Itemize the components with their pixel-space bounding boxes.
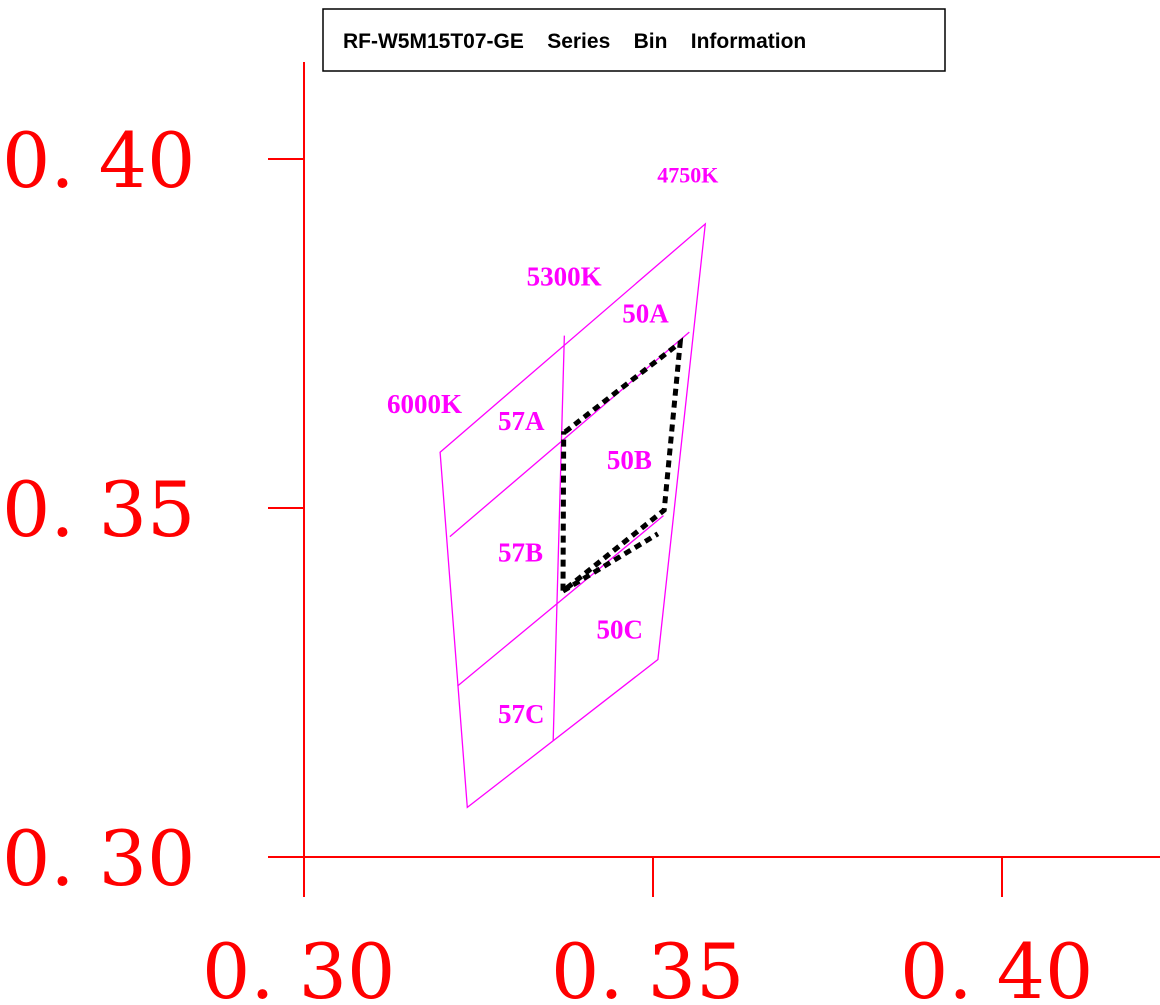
bin-label-50b: 50B bbox=[607, 445, 652, 475]
cct-label-5300k: 5300K bbox=[527, 261, 602, 291]
axes bbox=[268, 62, 1160, 897]
bin-label-57c: 57C bbox=[498, 699, 545, 729]
title-box: RF-W5M15T07-GE Series Bin Information bbox=[322, 8, 946, 72]
tick-labels: 0. 30 0. 35 0. 40 0. 30 0. 35 0. 40 bbox=[2, 116, 1093, 1005]
bin-outline bbox=[439, 222, 707, 809]
x-tick-label: 0. 40 bbox=[900, 927, 1093, 1005]
bin-grid bbox=[439, 222, 707, 809]
bin-divider-line bbox=[457, 515, 664, 687]
y-tick-label: 0. 40 bbox=[2, 116, 195, 205]
selection-segment bbox=[561, 531, 660, 594]
bin-label-50a: 50A bbox=[622, 298, 669, 328]
y-tick-label: 0. 35 bbox=[2, 465, 195, 554]
cct-label-6000k: 6000K bbox=[387, 389, 462, 419]
x-tick-label: 0. 35 bbox=[551, 927, 744, 1005]
y-tick-label: 0. 30 bbox=[2, 814, 195, 903]
bin-labels: 50A 57A 50B 57B 50C 57C 4750K 5300K 6000K bbox=[387, 163, 718, 729]
chart-title: RF-W5M15T07-GE Series Bin Information bbox=[343, 30, 806, 53]
bin-label-57b: 57B bbox=[498, 538, 543, 568]
bin-divider-line bbox=[449, 331, 690, 538]
x-tick-label: 0. 30 bbox=[202, 927, 395, 1005]
bin-divider-line bbox=[552, 335, 566, 741]
cct-label-4750k: 4750K bbox=[657, 163, 718, 188]
bin-label-50c: 50C bbox=[596, 615, 643, 645]
selection-polygon bbox=[560, 337, 684, 597]
selected-bin-outline bbox=[560, 337, 684, 597]
bin-label-57a: 57A bbox=[498, 406, 545, 436]
